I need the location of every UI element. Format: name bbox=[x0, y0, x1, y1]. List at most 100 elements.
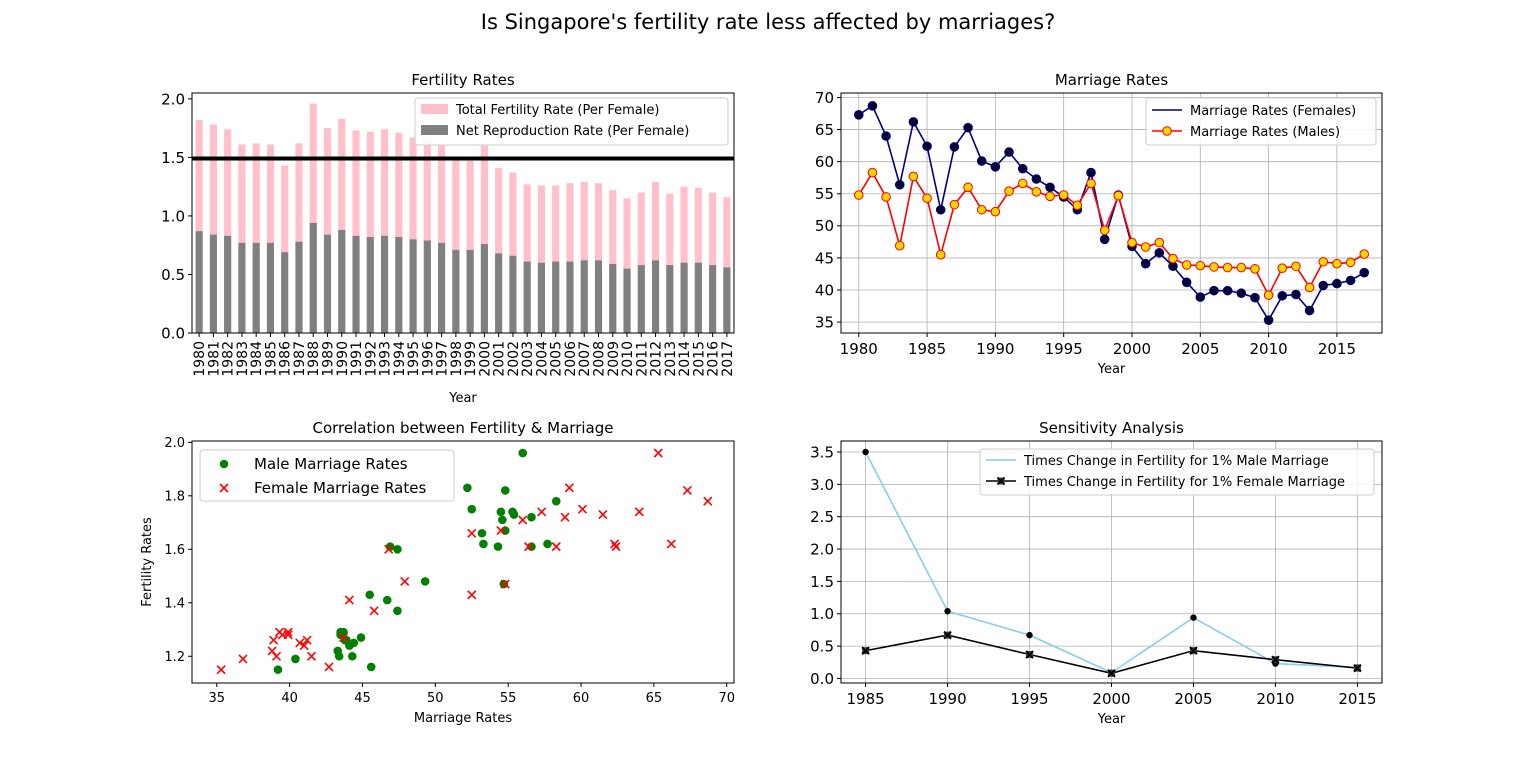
bar-total-fertility bbox=[637, 192, 645, 333]
point-female-marriage bbox=[703, 496, 713, 506]
point-female-marriage bbox=[1017, 163, 1028, 174]
point-male-marriage bbox=[420, 577, 430, 586]
point-male-marriage bbox=[976, 204, 987, 215]
point-female-sensitivity-x bbox=[1025, 650, 1034, 659]
point-male-marriage bbox=[1127, 237, 1137, 248]
point-female-marriage bbox=[634, 507, 644, 517]
bar-total-fertility bbox=[694, 187, 702, 333]
point-female-marriage bbox=[238, 654, 248, 664]
plot-frame bbox=[191, 440, 735, 684]
figure-title: Is Singapore's fertility rate less affec… bbox=[480, 10, 1056, 34]
bar-net-reproduction bbox=[423, 240, 431, 333]
point-male-marriage bbox=[881, 192, 891, 202]
point-female-marriage bbox=[523, 542, 534, 552]
point-male-marriage bbox=[1291, 261, 1301, 272]
point-male-marriage bbox=[1099, 225, 1110, 236]
point-female-marriage bbox=[1277, 290, 1288, 301]
point-male-marriage bbox=[922, 193, 932, 204]
y-tick-label: 3.0 bbox=[810, 476, 834, 494]
bar-total-fertility bbox=[709, 192, 717, 333]
legend-label: Marriage Rates (Males) bbox=[1190, 125, 1340, 140]
point-male-marriage bbox=[1058, 190, 1069, 200]
bar-total-fertility bbox=[509, 172, 517, 333]
point-male-marriage bbox=[1236, 262, 1247, 273]
x-tick-label: 1988 bbox=[306, 341, 322, 377]
x-tick-label: 2010 bbox=[1250, 340, 1288, 358]
bar-net-reproduction bbox=[495, 253, 503, 333]
point-female-marriage bbox=[881, 131, 891, 141]
x-tick-label: 2005 bbox=[549, 341, 565, 377]
point-male-marriage bbox=[365, 590, 375, 600]
point-male-marriage bbox=[935, 249, 946, 260]
x-tick-label: 1990 bbox=[976, 340, 1014, 358]
point-female-marriage bbox=[908, 117, 919, 127]
point-male-marriage bbox=[867, 167, 878, 178]
y-tick-label: 70 bbox=[815, 89, 834, 107]
legend-swatch bbox=[421, 125, 448, 135]
y-tick-label: 1.2 bbox=[164, 650, 185, 665]
point-female-sensitivity-x bbox=[1353, 663, 1362, 673]
point-female-marriage bbox=[274, 627, 284, 637]
point-male-marriage bbox=[347, 651, 357, 661]
point-male-marriage bbox=[1332, 258, 1342, 269]
point-female-marriage bbox=[496, 526, 506, 536]
point-female-marriage bbox=[1304, 305, 1315, 316]
point-female-sensitivity-x bbox=[1271, 655, 1280, 664]
x-tick-label: 1995 bbox=[1010, 690, 1048, 708]
bar-total-fertility bbox=[423, 138, 431, 333]
x-tick-label: 2001 bbox=[492, 341, 508, 377]
bar-net-reproduction bbox=[281, 252, 289, 333]
bar-net-reproduction bbox=[352, 235, 360, 333]
point-male-marriage bbox=[382, 595, 392, 605]
y-tick-label: 1.6 bbox=[164, 543, 185, 558]
legend-box bbox=[414, 97, 729, 146]
point-male-marriage bbox=[1154, 237, 1165, 248]
legend-label: Male Marriage Rates bbox=[254, 455, 408, 473]
bar-total-fertility bbox=[723, 197, 731, 333]
x-tick-label: 2015 bbox=[691, 341, 707, 377]
sensitivity-analysis-chart: 1985 1990 1995 2000 2005 2010 2015 0.0 0.5 1.0 1.5… bbox=[810, 419, 1383, 727]
legend-swatch bbox=[421, 104, 448, 114]
point-male-marriage bbox=[1045, 191, 1055, 202]
point-male-marriage bbox=[527, 512, 536, 522]
x-tick-label: 2000 bbox=[1092, 690, 1130, 708]
y-tick-label: 1.0 bbox=[161, 207, 185, 225]
x-tick-label: 1998 bbox=[449, 341, 465, 377]
point-female-marriage bbox=[666, 539, 676, 549]
point-male-marriage bbox=[1004, 186, 1014, 196]
bar-total-fertility bbox=[366, 131, 374, 333]
point-male-marriage bbox=[500, 526, 510, 535]
legend: Times Change in Fertility for 1% Male Ma… bbox=[979, 448, 1375, 496]
x-tick-label: 2000 bbox=[477, 341, 493, 377]
bar-total-fertility bbox=[380, 129, 389, 333]
point-female-marriage bbox=[611, 542, 621, 552]
point-female-marriage bbox=[682, 485, 692, 496]
y-tick-label: 50 bbox=[815, 217, 834, 235]
x-tick-label: 2009 bbox=[606, 341, 622, 377]
point-female-marriage bbox=[653, 448, 663, 458]
point-male-marriage bbox=[499, 579, 509, 589]
point-male-marriage bbox=[1250, 264, 1260, 274]
point-male-marriage bbox=[496, 507, 506, 517]
legend-box bbox=[199, 449, 455, 502]
y-tick-label: 1.0 bbox=[810, 605, 834, 623]
x-tick-label: 60 bbox=[573, 691, 590, 706]
point-female-sensitivity-x bbox=[861, 646, 870, 655]
point-male-marriage bbox=[393, 544, 402, 554]
point-female-marriage bbox=[302, 635, 312, 645]
x-tick-label: 1985 bbox=[908, 340, 946, 358]
point-male-marriage bbox=[949, 199, 960, 210]
point-female-marriage bbox=[467, 528, 477, 538]
bar-net-reproduction bbox=[438, 242, 446, 333]
x-tick-label: 2013 bbox=[663, 341, 679, 377]
y-tick-label: 40 bbox=[815, 281, 834, 299]
legend-label: Net Reproduction Rate (Per Female) bbox=[456, 124, 689, 139]
x-tick-label: 65 bbox=[646, 691, 663, 706]
bar-net-reproduction bbox=[224, 235, 232, 333]
bar-net-reproduction bbox=[466, 249, 474, 333]
legend-label: Times Change in Fertility for 1% Male Ma… bbox=[1023, 454, 1329, 469]
point-female-sensitivity-x bbox=[943, 630, 952, 640]
legend-marker bbox=[219, 459, 229, 469]
x-axis-label: Marriage Rates bbox=[414, 711, 512, 726]
point-male-marriage bbox=[1181, 260, 1192, 270]
